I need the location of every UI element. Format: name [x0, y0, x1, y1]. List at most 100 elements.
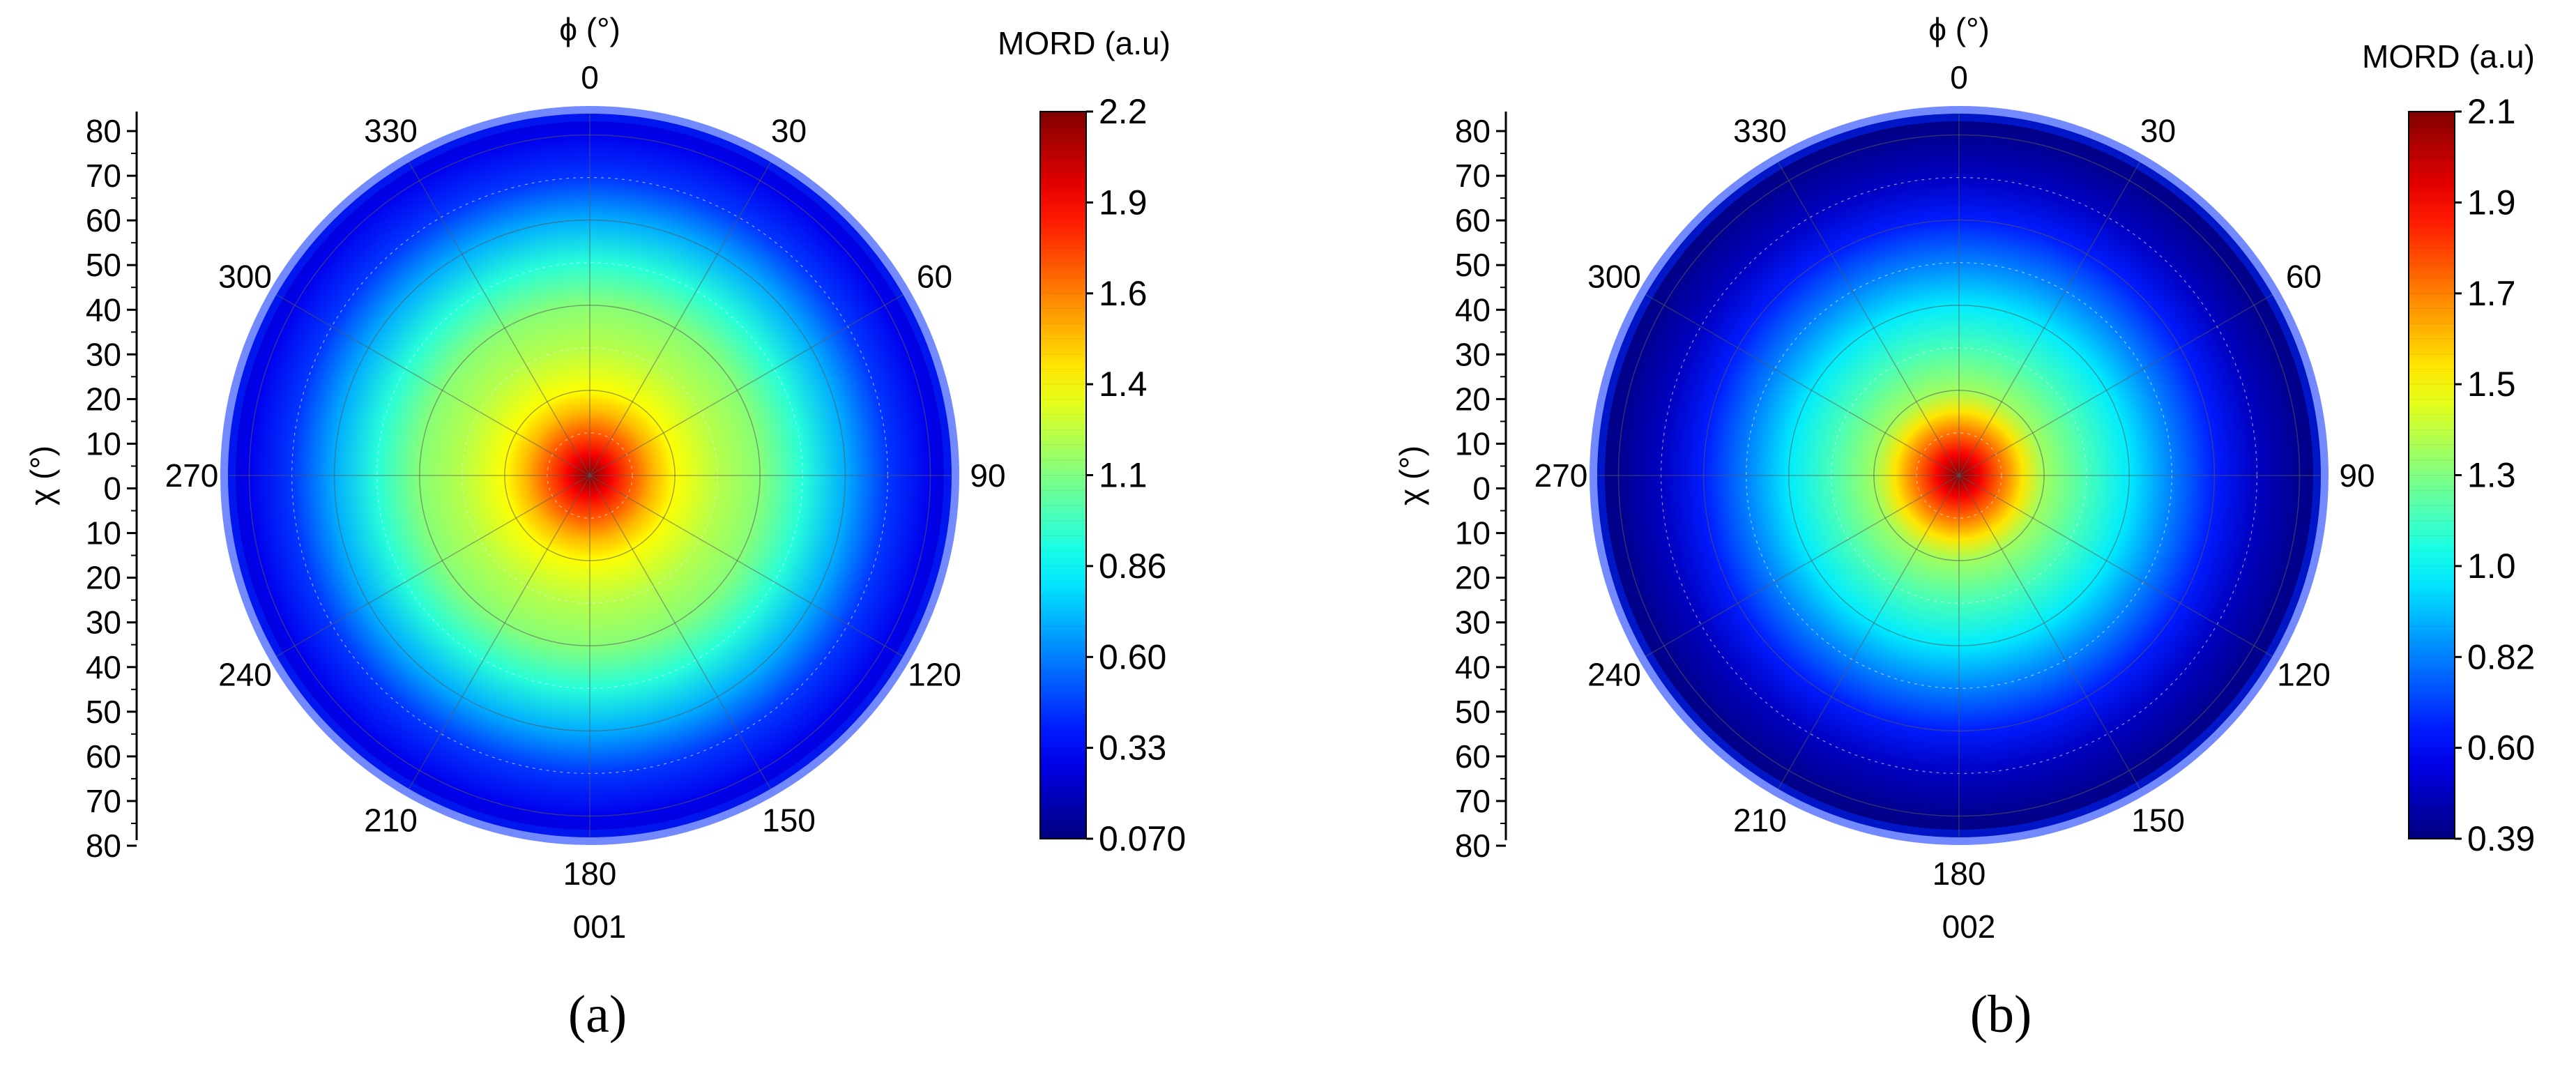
panel-caption: (b) [1970, 985, 2032, 1044]
colorbar-tick-label: 0.60 [2467, 729, 2535, 768]
chi-tick-label: 70 [1455, 158, 1491, 194]
colorbar-tick-label: 2.2 [1099, 92, 1148, 131]
colorbar-tick-label: 0.070 [1099, 819, 1186, 858]
chi-tick-label: 30 [86, 604, 121, 641]
grid-spoke-240 [276, 475, 590, 657]
colorbar-ramp [1039, 111, 1087, 839]
chi-tick-label: 20 [1455, 560, 1491, 596]
colorbar-tick-label: 0.86 [1099, 547, 1166, 586]
chi-tick-label: 70 [1455, 783, 1491, 819]
colorbar-tick-label: 1.5 [2467, 365, 2516, 404]
phi-tick-150: 150 [2131, 802, 2185, 839]
colorbar-tick-label: 1.7 [2467, 274, 2516, 313]
grid-spoke-30 [1958, 162, 2141, 476]
chi-tick-label: 60 [1455, 202, 1491, 238]
colorbar-title: MORD (a.u) [998, 25, 1171, 61]
phi-tick-30: 30 [771, 113, 807, 149]
chi-tick-label: 60 [86, 738, 121, 775]
phi-tick-30: 30 [2140, 113, 2176, 149]
chi-tick-label: 10 [86, 515, 121, 551]
phi-tick-330: 330 [364, 113, 418, 149]
phi-tick-270: 270 [165, 457, 219, 494]
phi-tick-90: 90 [970, 457, 1005, 494]
colorbar-tick-label: 1.9 [2467, 183, 2516, 222]
chi-tick-label: 40 [1455, 291, 1491, 328]
polar-grid [228, 114, 952, 837]
colorbar-tick-label: 1.1 [1099, 456, 1148, 495]
phi-tick-120: 120 [908, 657, 961, 693]
chi-tick-label: 70 [86, 783, 121, 819]
chi-tick-label: 10 [1455, 515, 1491, 551]
chi-tick-label: 80 [1455, 113, 1491, 149]
panel-caption: (a) [568, 985, 627, 1044]
colorbar-tick-label: 1.4 [1099, 365, 1148, 404]
grid-spoke-330 [408, 162, 590, 476]
grid-spoke-150 [1958, 475, 2141, 789]
chi-tick-label: 40 [1455, 649, 1491, 685]
phi-tick-labels: 0 30 60 90 120 150 180 210 240 270 300 330 [1534, 59, 2375, 892]
chi-tick-label: 50 [86, 247, 121, 283]
grid-spoke-150 [589, 475, 772, 789]
colorbar-tick-label: 0.82 [2467, 637, 2535, 676]
grid-spoke-120 [589, 475, 904, 657]
phi-tick-0: 0 [1950, 59, 1968, 96]
phi-tick-150: 150 [762, 802, 816, 839]
chi-tick-label: 10 [1455, 425, 1491, 462]
phi-axis-label: ϕ (°) [559, 11, 620, 47]
chi-tick-label: 40 [86, 291, 121, 328]
phi-tick-labels: 0 30 60 90 120 150 180 210 240 270 300 330 [165, 59, 1006, 892]
chi-tick-label: 50 [1455, 694, 1491, 730]
grid-spoke-60 [1958, 294, 2273, 476]
phi-tick-120: 120 [2277, 657, 2331, 693]
colorbar-title: MORD (a.u) [2362, 38, 2535, 75]
colorbar-tick-label: 2.1 [2467, 92, 2516, 131]
phi-tick-300: 300 [218, 259, 272, 295]
chi-tick-label: 30 [1455, 336, 1491, 372]
grid-spoke-240 [1645, 475, 1960, 657]
chi-tick-label: 30 [86, 336, 121, 372]
chi-tick-label: 30 [1455, 604, 1491, 641]
reflection-label: 001 [573, 908, 627, 945]
phi-tick-60: 60 [917, 259, 952, 295]
phi-tick-210: 210 [1733, 802, 1787, 839]
grid-spoke-300 [1645, 294, 1960, 476]
chi-axis: 80 70 60 50 40 30 20 10 0 10 20 30 40 50 60 70 80 [86, 112, 138, 864]
chi-tick-label: 80 [86, 113, 121, 149]
colorbar: 2.2 1.9 1.6 1.4 1.1 0.86 0.60 0.33 0.070 [1039, 92, 1186, 858]
chi-tick-label: 0 [1472, 471, 1491, 507]
chi-tick-label: 60 [1455, 738, 1491, 775]
grid-spoke-120 [1958, 475, 2273, 657]
chi-tick-label: 50 [86, 694, 121, 730]
chi-tick-label: 40 [86, 649, 121, 685]
phi-tick-240: 240 [218, 657, 272, 693]
grid-spoke-330 [1777, 162, 1960, 476]
phi-tick-0: 0 [581, 59, 599, 96]
grid-spoke-210 [1777, 475, 1960, 789]
chi-tick-label: 70 [86, 158, 121, 194]
colorbar-tick-label: 1.9 [1099, 183, 1148, 222]
reflection-label: 002 [1942, 908, 1996, 945]
phi-tick-330: 330 [1733, 113, 1787, 149]
chi-tick-label: 80 [1455, 828, 1491, 864]
colorbar-tick-label: 0.60 [1099, 637, 1166, 676]
grid-spoke-60 [589, 294, 904, 476]
phi-tick-180: 180 [1933, 855, 1986, 892]
chi-axis-label: χ (°) [1393, 446, 1429, 505]
chi-tick-label: 20 [1455, 381, 1491, 417]
grid-spoke-210 [408, 475, 590, 789]
colorbar: 2.1 1.9 1.7 1.5 1.3 1.0 0.82 0.60 0.39 [2408, 92, 2535, 858]
phi-tick-180: 180 [563, 855, 617, 892]
chi-axis: 80 70 60 50 40 30 20 10 0 10 20 30 40 50 60 70 80 [1455, 112, 1507, 864]
phi-tick-90: 90 [2339, 457, 2375, 494]
phi-tick-60: 60 [2286, 259, 2322, 295]
chi-axis-label: χ (°) [24, 446, 60, 505]
chi-tick-label: 20 [86, 560, 121, 596]
colorbar-tick-label: 1.6 [1099, 274, 1148, 313]
colorbar-tick-label: 1.0 [2467, 547, 2516, 586]
phi-tick-270: 270 [1534, 457, 1588, 494]
colorbar-tick-label: 1.3 [2467, 456, 2516, 495]
polar-grid [1597, 114, 2321, 837]
chi-tick-label: 0 [103, 471, 121, 507]
